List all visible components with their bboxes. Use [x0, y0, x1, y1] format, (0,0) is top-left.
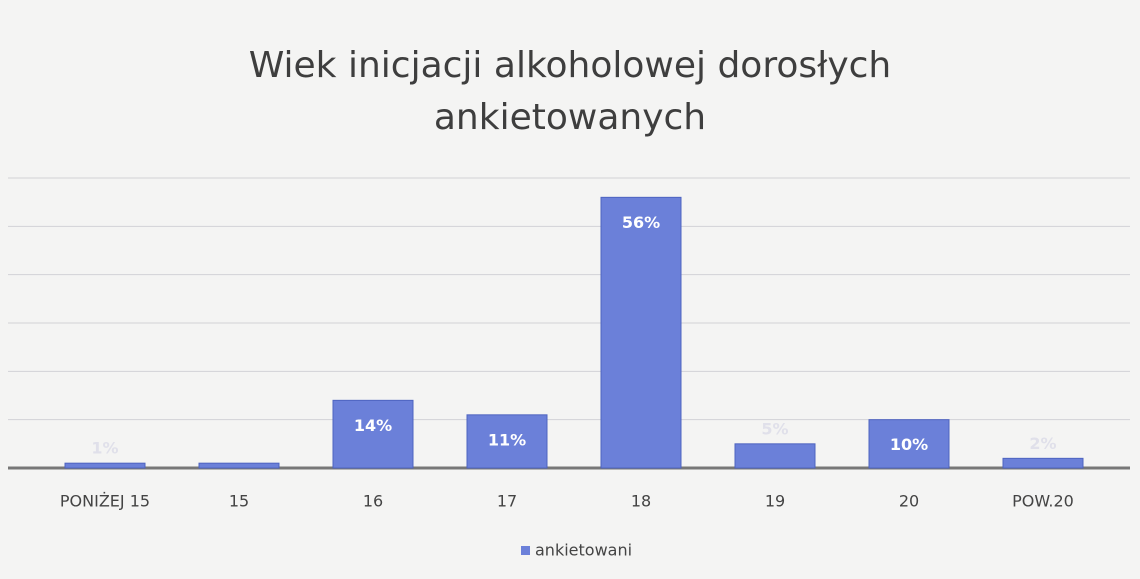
- bar: [600, 196, 682, 469]
- x-tick-label: PONIŻEJ 15: [60, 492, 150, 511]
- x-tick-label: 18: [631, 492, 651, 511]
- x-tick-label: 16: [363, 492, 383, 511]
- data-label: 5%: [761, 419, 788, 438]
- bar: [198, 462, 280, 469]
- data-label: 2%: [1029, 434, 1056, 453]
- legend-swatch: [521, 546, 530, 555]
- data-label: 56%: [622, 213, 660, 232]
- x-tick-label: 17: [497, 492, 517, 511]
- legend-label: ankietowani: [535, 541, 632, 560]
- title-box: Wiek inicjacji alkoholowej dorosłych ank…: [0, 40, 1140, 144]
- bar: [466, 414, 548, 469]
- data-label: 10%: [890, 435, 928, 454]
- bar: [734, 443, 816, 469]
- data-label: 1%: [91, 439, 118, 458]
- data-label: 11%: [488, 430, 526, 449]
- x-tick-label: 19: [765, 492, 785, 511]
- x-tick-label: POW.20: [1012, 492, 1074, 511]
- x-tick-label: 15: [229, 492, 249, 511]
- bar: [1002, 457, 1084, 469]
- chart-title: Wiek inicjacji alkoholowej dorosłych ank…: [248, 45, 892, 138]
- x-tick-label: 20: [899, 492, 919, 511]
- data-label: 14%: [354, 416, 392, 435]
- bar: [868, 419, 950, 469]
- bar: [332, 399, 414, 469]
- bar: [64, 462, 146, 469]
